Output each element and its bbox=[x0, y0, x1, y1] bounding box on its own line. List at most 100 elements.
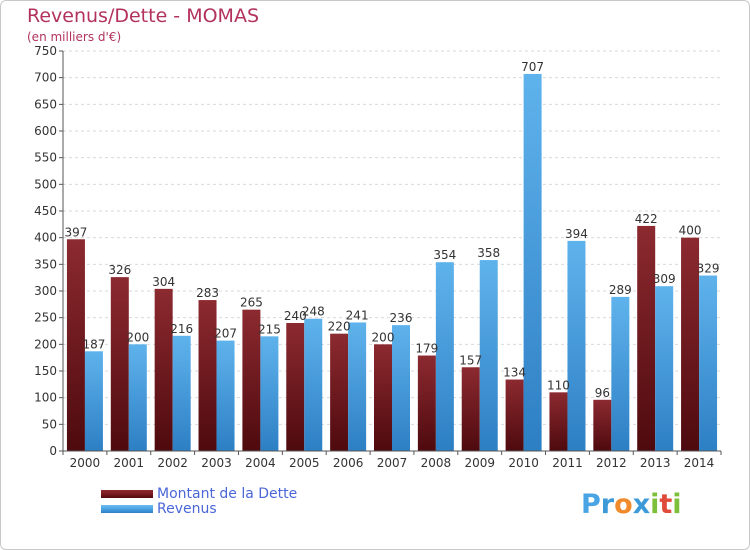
y-tick-label: 0 bbox=[49, 444, 57, 458]
logo-letter: t bbox=[659, 489, 673, 520]
bar-revenus-2011 bbox=[567, 240, 586, 451]
bar-revenus-2008 bbox=[435, 262, 454, 451]
data-label-revenus-2004: 215 bbox=[258, 322, 281, 336]
y-tick-label: 300 bbox=[34, 284, 57, 298]
data-label-revenus-2013: 309 bbox=[653, 272, 676, 286]
x-tick-label-2010: 2010 bbox=[508, 456, 539, 470]
proxiti-logo: Proxiti bbox=[581, 489, 682, 520]
legend-label-dette: Montant de la Dette bbox=[157, 486, 298, 502]
data-label-dette-2001: 326 bbox=[108, 263, 131, 277]
y-tick-label: 200 bbox=[34, 337, 57, 351]
bar-dette-2001 bbox=[110, 277, 129, 451]
data-label-dette-2006: 220 bbox=[328, 320, 351, 334]
data-label-revenus-2007: 236 bbox=[390, 311, 413, 325]
bar-revenus-2001 bbox=[128, 344, 147, 451]
logo-letter: o bbox=[614, 489, 633, 520]
data-label-revenus-2009: 358 bbox=[477, 246, 500, 260]
x-tick-label-2008: 2008 bbox=[421, 456, 452, 470]
bar-revenus-2010 bbox=[523, 73, 542, 451]
bar-dette-2006 bbox=[330, 333, 349, 451]
data-label-revenus-2011: 394 bbox=[565, 227, 588, 241]
chart-subtitle: (en milliers d'€) bbox=[27, 30, 122, 44]
data-label-dette-2004: 265 bbox=[240, 296, 263, 310]
data-label-dette-2005: 240 bbox=[284, 309, 307, 323]
bar-dette-2011 bbox=[549, 392, 568, 451]
y-tick-label: 450 bbox=[34, 204, 57, 218]
bars-layer bbox=[66, 73, 718, 451]
legend-swatch-revenus bbox=[101, 505, 153, 513]
bar-revenus-2000 bbox=[84, 351, 103, 451]
x-tick-label-2005: 2005 bbox=[289, 456, 320, 470]
data-label-revenus-2010: 707 bbox=[521, 60, 544, 74]
y-tick-label: 250 bbox=[34, 311, 57, 325]
bar-revenus-2004 bbox=[260, 336, 279, 451]
data-label-dette-2002: 304 bbox=[152, 275, 175, 289]
x-tick-label-2000: 2000 bbox=[70, 456, 101, 470]
data-label-dette-2011: 110 bbox=[547, 378, 570, 392]
y-tick-label: 350 bbox=[34, 257, 57, 271]
y-tick-label: 50 bbox=[42, 417, 57, 431]
bar-dette-2014 bbox=[681, 237, 700, 451]
y-tick-label: 700 bbox=[34, 71, 57, 85]
x-tick-label-2002: 2002 bbox=[157, 456, 188, 470]
bar-revenus-2014 bbox=[699, 275, 718, 451]
data-label-revenus-2002: 216 bbox=[170, 322, 193, 336]
bar-dette-2002 bbox=[154, 288, 173, 451]
data-label-dette-2012: 96 bbox=[595, 386, 610, 400]
y-tick-label: 500 bbox=[34, 177, 57, 191]
data-label-revenus-2003: 207 bbox=[214, 327, 237, 341]
bar-dette-2000 bbox=[66, 239, 85, 451]
chart-title: Revenus/Dette - MOMAS bbox=[27, 5, 259, 27]
data-label-revenus-2012: 289 bbox=[609, 283, 632, 297]
x-tick-label-2013: 2013 bbox=[640, 456, 671, 470]
logo-letter: r bbox=[600, 489, 615, 520]
data-label-dette-2013: 422 bbox=[635, 212, 658, 226]
data-label-revenus-2008: 354 bbox=[433, 248, 456, 262]
y-tick-label: 400 bbox=[34, 231, 57, 245]
bar-revenus-2012 bbox=[611, 296, 630, 451]
x-tick-label-2006: 2006 bbox=[333, 456, 364, 470]
legend-label-revenus: Revenus bbox=[157, 501, 217, 517]
data-label-dette-2010: 134 bbox=[503, 366, 526, 380]
bar-revenus-2009 bbox=[479, 260, 498, 451]
y-tick-label: 550 bbox=[34, 151, 57, 165]
bar-dette-2003 bbox=[198, 300, 217, 451]
bar-dette-2004 bbox=[242, 309, 261, 451]
data-label-dette-2014: 400 bbox=[679, 224, 702, 238]
data-label-revenus-2006: 241 bbox=[346, 308, 369, 322]
bar-dette-2013 bbox=[637, 225, 656, 451]
data-label-dette-2008: 179 bbox=[415, 342, 438, 356]
data-label-dette-2009: 157 bbox=[459, 353, 482, 367]
labels-layer: 3971873262003042162832072652152402482202… bbox=[64, 60, 719, 400]
data-label-revenus-2014: 329 bbox=[697, 262, 720, 276]
logo-letter: i bbox=[672, 489, 682, 520]
legend-swatch-dette bbox=[101, 490, 153, 498]
bar-dette-2012 bbox=[593, 399, 612, 451]
logo-letter: x bbox=[632, 489, 651, 520]
x-tick-label-2003: 2003 bbox=[201, 456, 232, 470]
bar-dette-2008 bbox=[417, 355, 436, 451]
x-tick-label-2004: 2004 bbox=[245, 456, 276, 470]
data-label-dette-2007: 200 bbox=[372, 330, 395, 344]
bar-revenus-2007 bbox=[392, 325, 410, 451]
bar-revenus-2002 bbox=[172, 335, 191, 451]
x-tick-label-2011: 2011 bbox=[552, 456, 583, 470]
bar-dette-2007 bbox=[374, 344, 392, 451]
y-tick-label: 650 bbox=[34, 97, 57, 111]
y-tick-label: 100 bbox=[34, 391, 57, 405]
data-label-dette-2000: 397 bbox=[64, 225, 87, 239]
data-label-revenus-2000: 187 bbox=[82, 337, 105, 351]
x-tick-label-2014: 2014 bbox=[684, 456, 715, 470]
x-tick-label-2001: 2001 bbox=[114, 456, 145, 470]
axis-layer: 0 50 100 150 200 250 300 350 400 450 500 550 600 650 7… bbox=[34, 44, 722, 470]
logo-letter: P bbox=[581, 489, 601, 520]
x-tick-label-2012: 2012 bbox=[596, 456, 627, 470]
data-label-dette-2003: 283 bbox=[196, 286, 219, 300]
bar-revenus-2013 bbox=[655, 286, 674, 451]
logo-letter: i bbox=[650, 489, 660, 520]
x-tick-label-2007: 2007 bbox=[377, 456, 408, 470]
bar-revenus-2006 bbox=[348, 322, 367, 451]
y-tick-label: 600 bbox=[34, 124, 57, 138]
